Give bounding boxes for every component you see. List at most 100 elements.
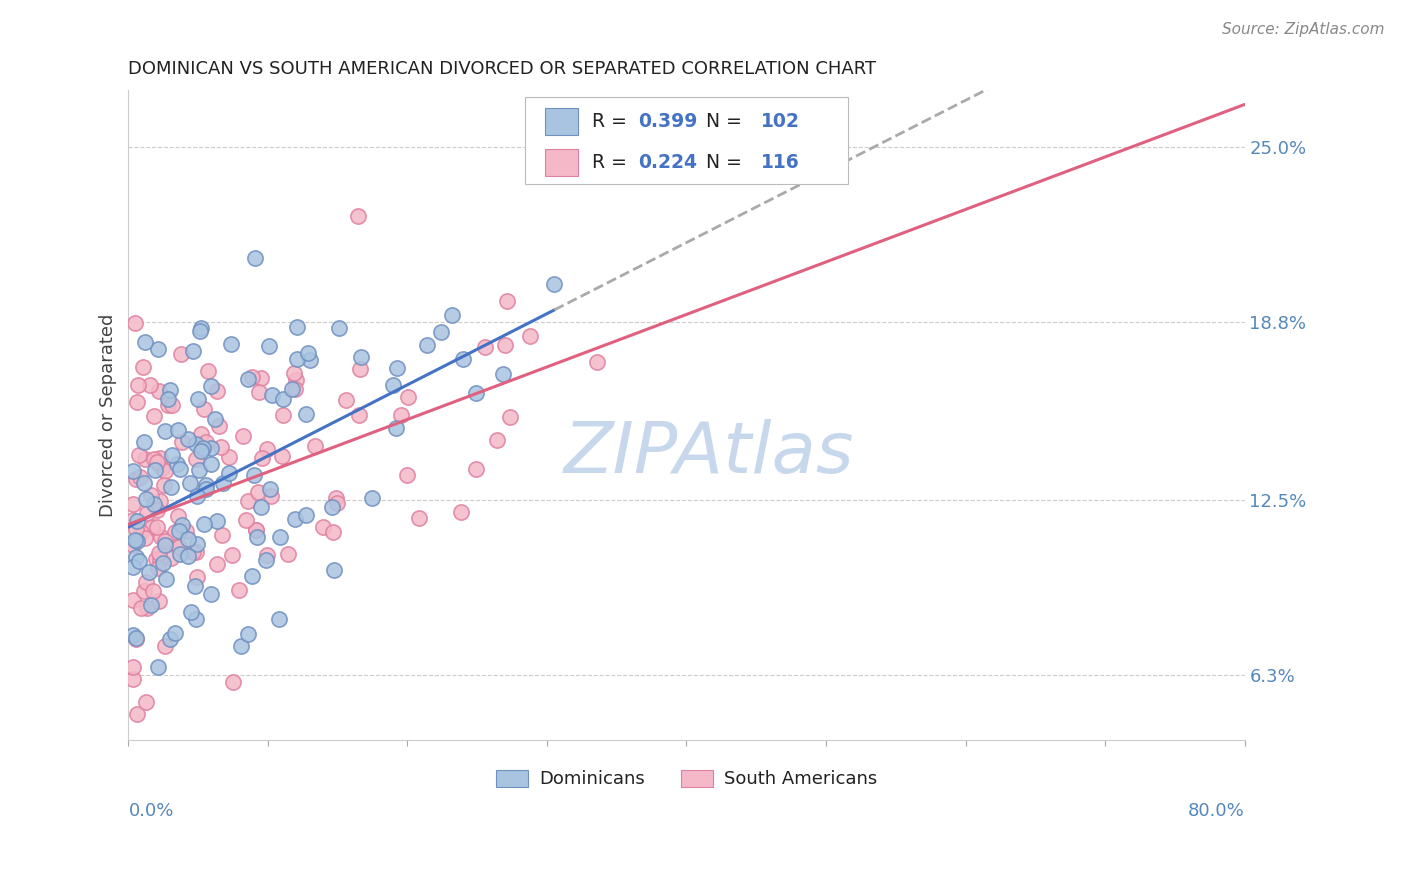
Point [125,549,148,564]
Point [148,384,170,398]
Point [543,277,565,292]
Point [188,324,211,338]
Point [121,513,143,527]
Point [167,508,190,523]
Point [186,537,208,551]
Point [135,601,157,615]
Point [204,412,226,426]
Point [170,435,193,450]
Point [125,472,148,486]
Point [381,377,404,392]
Point [465,462,488,476]
Point [148,546,170,560]
Point [191,441,214,455]
Point [321,500,343,514]
Point [259,482,281,496]
Point [283,366,305,380]
Point [385,421,408,435]
Point [270,449,292,463]
Point [235,513,257,527]
Text: 80.0%: 80.0% [1188,802,1244,820]
Point [284,382,307,396]
Y-axis label: Divorced or Separated: Divorced or Separated [100,313,117,516]
Point [170,518,193,533]
Point [200,458,222,472]
Point [135,695,157,709]
Point [277,547,299,561]
Point [190,320,212,334]
Point [143,497,166,511]
Point [259,339,281,353]
Point [240,370,263,384]
Point [247,385,270,400]
Point [180,605,202,619]
Point [143,463,166,477]
Point [127,378,149,392]
Point [205,384,228,398]
Point [121,537,143,551]
Point [153,533,176,548]
Point [146,520,169,534]
Point [232,428,254,442]
Text: 116: 116 [761,153,800,172]
Point [195,478,218,492]
Point [299,353,322,368]
Point [134,334,156,349]
Point [122,628,145,642]
Bar [544,108,578,135]
Point [222,674,245,689]
Point [287,320,309,334]
Point [127,533,149,548]
Point [177,532,200,546]
Point [229,639,252,653]
Point [190,427,212,442]
Point [150,530,173,544]
Point [148,593,170,607]
Point [142,409,165,423]
Point [121,660,143,674]
Point [285,351,308,366]
Point [153,639,176,653]
Text: 102: 102 [761,112,800,131]
Point [396,390,419,404]
Point [159,480,181,494]
Point [205,558,228,572]
Point [295,407,318,421]
Point [165,625,187,640]
Point [136,506,159,520]
Point [184,612,207,626]
Point [141,519,163,533]
Point [186,569,208,583]
Legend: Dominicans, South Americans: Dominicans, South Americans [488,763,884,796]
Text: R =: R = [592,153,633,172]
Point [187,392,209,406]
Point [361,491,384,505]
Point [245,523,267,537]
Point [153,465,176,479]
Text: 0.0%: 0.0% [128,802,174,820]
Point [219,337,242,351]
Point [349,408,371,422]
Point [350,350,373,364]
Point [125,395,148,409]
Point [209,440,232,454]
Point [408,511,430,525]
Point [169,547,191,561]
Point [125,522,148,536]
Point [260,489,283,503]
Point [177,549,200,563]
Point [181,343,204,358]
Point [297,346,319,360]
Point [200,379,222,393]
Point [165,539,187,553]
Point [496,294,519,309]
Point [519,329,541,343]
Point [149,553,172,567]
Point [132,584,155,599]
Point [139,599,162,613]
Point [246,530,269,544]
Point [197,364,219,378]
Point [166,423,188,437]
Point [485,433,508,447]
Point [194,482,217,496]
